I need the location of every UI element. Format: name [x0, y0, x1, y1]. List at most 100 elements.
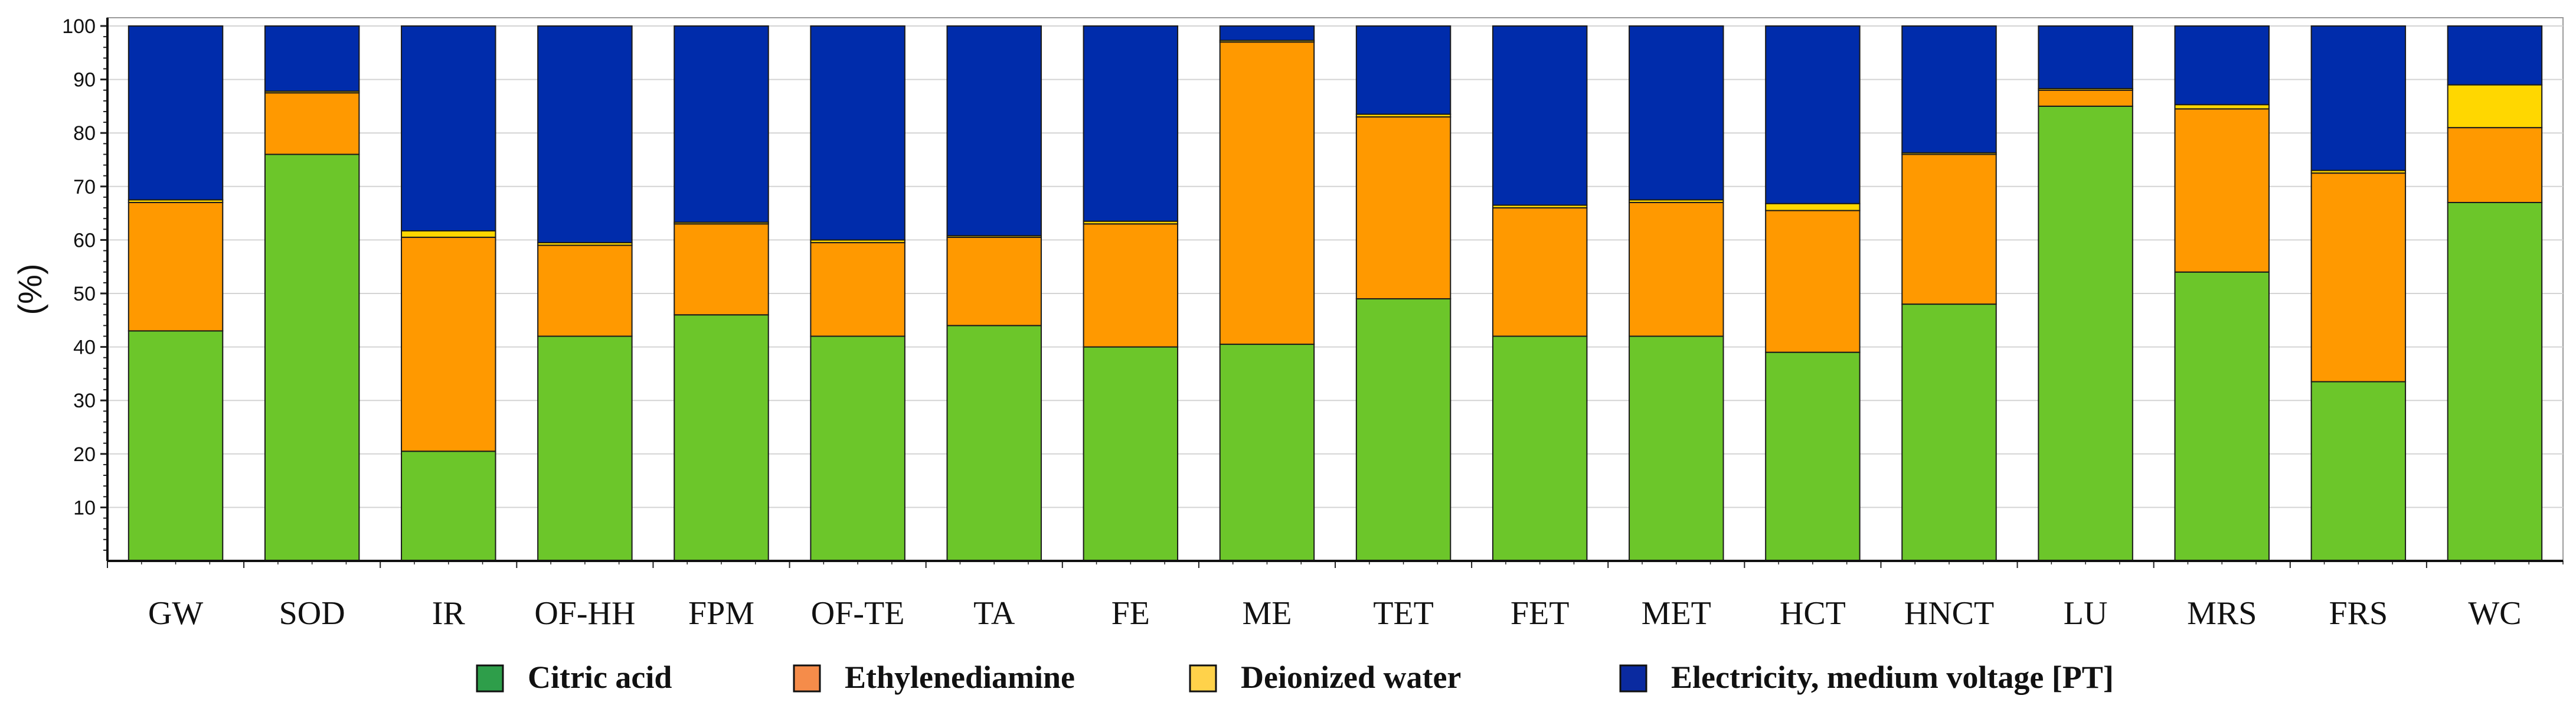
- bar-OF-TE-citric-acid: [810, 335, 905, 561]
- y-tick-label-90: 90: [73, 69, 96, 92]
- y-tick-label-100: 100: [62, 15, 96, 38]
- x-tick-label-MET: MET: [1642, 595, 1711, 632]
- x-tick-label-HNCT: HNCT: [1904, 595, 1994, 632]
- bar-HNCT-citric-acid: [1901, 303, 1997, 561]
- y-tick-label-20: 20: [73, 443, 96, 466]
- x-tick-label-LU: LU: [2064, 595, 2108, 632]
- bar-FRS-citric-acid: [2310, 381, 2407, 561]
- bar-FET-citric-acid: [1492, 335, 1588, 561]
- bar-IR-deionized-water: [401, 230, 496, 238]
- bar-MRS-citric-acid: [2174, 271, 2270, 561]
- axes-group: 10 20 30 40 50 60 70 80 90 100 GW SOD IR OF-HH FPM OF-T…: [62, 15, 2564, 632]
- bar-WC-ethylenediamine: [2447, 127, 2543, 203]
- bar-MRS-deionized-water: [2174, 104, 2270, 110]
- bar-FPM-electricity-medium-voltage-pt-: [674, 25, 769, 223]
- x-tick-label-MRS: MRS: [2187, 595, 2257, 632]
- bar-TA-electricity-medium-voltage-pt-: [946, 25, 1042, 237]
- bar-ME-ethylenediamine: [1219, 41, 1315, 345]
- bar-HCT-electricity-medium-voltage-pt-: [1765, 25, 1861, 204]
- bar-FE-electricity-medium-voltage-pt-: [1083, 25, 1179, 222]
- bar-SOD-citric-acid: [264, 154, 360, 561]
- y-axis-label: (%): [11, 263, 48, 315]
- x-tick-label-OF-HH: OF-HH: [534, 595, 635, 632]
- bar-IR-electricity-medium-voltage-pt-: [401, 25, 496, 231]
- x-tick-label-FPM: FPM: [688, 595, 754, 632]
- y-tick-label-70: 70: [73, 176, 96, 198]
- legend-swatch: [1189, 664, 1217, 693]
- legend-item-citric-acid: Citric acid: [476, 660, 672, 695]
- bar-LU-citric-acid: [2038, 105, 2133, 561]
- x-tick-label-IR: IR: [432, 595, 466, 632]
- bar-SOD-electricity-medium-voltage-pt-: [264, 25, 360, 92]
- x-tick-label-WC: WC: [2468, 595, 2521, 632]
- y-tick-label-50: 50: [73, 283, 96, 305]
- legend-label: Citric acid: [528, 660, 672, 695]
- x-tick-label-OF-TE: OF-TE: [811, 595, 905, 632]
- legend-label: Electricity, medium voltage [PT]: [1671, 660, 2114, 695]
- bar-FET-ethylenediamine: [1492, 207, 1588, 337]
- bar-WC-deionized-water: [2447, 84, 2543, 129]
- bar-WC-electricity-medium-voltage-pt-: [2447, 25, 2543, 86]
- bar-ME-citric-acid: [1219, 344, 1315, 561]
- bar-HCT-citric-acid: [1765, 351, 1861, 561]
- bar-MRS-ethylenediamine: [2174, 108, 2270, 273]
- bar-MET-ethylenediamine: [1629, 201, 1724, 337]
- x-tick-label-TET: TET: [1373, 595, 1434, 632]
- legend-label: Deionized water: [1241, 660, 1461, 695]
- legend-item-ethylenediamine: Ethylenediamine: [793, 660, 1075, 695]
- y-tick-label-10: 10: [73, 497, 96, 519]
- bar-SOD-ethylenediamine: [264, 92, 360, 155]
- legend-swatch: [1619, 664, 1647, 693]
- x-tick-label-TA: TA: [973, 595, 1015, 632]
- bar-FPM-citric-acid: [674, 314, 769, 561]
- bars-group: [128, 25, 2543, 562]
- bar-HNCT-ethylenediamine: [1901, 154, 1997, 305]
- x-tick-label-FET: FET: [1511, 595, 1570, 632]
- bar-TET-citric-acid: [1355, 298, 1452, 561]
- bar-OF-TE-electricity-medium-voltage-pt-: [810, 25, 905, 241]
- bar-FRS-electricity-medium-voltage-pt-: [2310, 25, 2407, 171]
- legend-item-electricity-medium-voltage-pt-: Electricity, medium voltage [PT]: [1619, 660, 2114, 695]
- bar-WC-citric-acid: [2447, 201, 2543, 562]
- y-tick-label-60: 60: [73, 229, 96, 252]
- legend-item-deionized-water: Deionized water: [1189, 660, 1461, 695]
- bar-OF-TE-ethylenediamine: [810, 241, 905, 337]
- legend-swatch: [793, 664, 821, 693]
- bar-FE-ethylenediamine: [1083, 223, 1179, 348]
- bar-GW-citric-acid: [128, 330, 224, 561]
- bar-MRS-electricity-medium-voltage-pt-: [2174, 25, 2270, 106]
- x-tick-label-ME: ME: [1242, 595, 1292, 632]
- bar-GW-ethylenediamine: [128, 201, 224, 332]
- gridlines: [107, 25, 2563, 508]
- bar-TET-ethylenediamine: [1355, 116, 1452, 300]
- bar-LU-electricity-medium-voltage-pt-: [2038, 25, 2133, 90]
- bar-TET-electricity-medium-voltage-pt-: [1355, 25, 1452, 115]
- legend: Citric acid Ethylenediamine Deionized wate…: [476, 660, 2114, 695]
- bar-OF-HH-citric-acid: [537, 335, 633, 561]
- x-tick-label-HCT: HCT: [1780, 595, 1846, 632]
- plot-background: [107, 17, 2564, 561]
- bar-FET-electricity-medium-voltage-pt-: [1492, 25, 1588, 206]
- x-tick-label-FRS: FRS: [2329, 595, 2388, 632]
- bar-LU-ethylenediamine: [2038, 89, 2133, 107]
- bar-HCT-deionized-water: [1765, 203, 1861, 211]
- bar-ME-electricity-medium-voltage-pt-: [1219, 25, 1315, 41]
- y-tick-label-40: 40: [73, 337, 96, 359]
- bar-HNCT-electricity-medium-voltage-pt-: [1901, 25, 1997, 154]
- y-tick-label-80: 80: [73, 122, 96, 145]
- x-tick-label-GW: GW: [148, 595, 203, 632]
- bar-OF-HH-ethylenediamine: [537, 244, 633, 337]
- x-tick-label-FE: FE: [1112, 595, 1150, 632]
- bar-IR-citric-acid: [401, 450, 496, 562]
- legend-label: Ethylenediamine: [845, 660, 1075, 695]
- bar-TA-ethylenediamine: [946, 236, 1042, 327]
- bar-FPM-ethylenediamine: [674, 223, 769, 316]
- bar-TA-citric-acid: [946, 325, 1042, 561]
- bar-MET-citric-acid: [1629, 335, 1724, 561]
- bar-HCT-ethylenediamine: [1765, 210, 1861, 353]
- bar-MET-electricity-medium-voltage-pt-: [1629, 25, 1724, 201]
- bar-FRS-ethylenediamine: [2310, 172, 2407, 383]
- y-tick-label-30: 30: [73, 390, 96, 412]
- bar-GW-electricity-medium-voltage-pt-: [128, 25, 224, 201]
